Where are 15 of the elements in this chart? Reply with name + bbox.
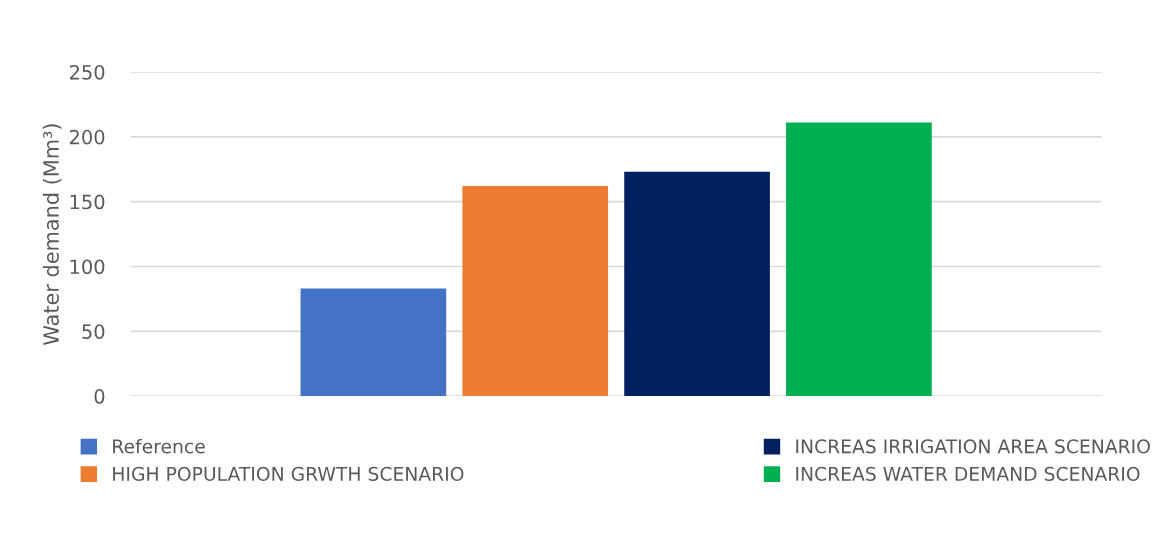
legend-label: HIGH POPULATION GRWTH SCENARIO bbox=[113, 466, 464, 481]
y-tick-label: 150 bbox=[70, 194, 105, 210]
y-tick-label: 250 bbox=[69, 64, 105, 80]
y-tick-label: 100 bbox=[70, 259, 105, 275]
legend-label: INCREAS IRRIGATION AREA SCENARIO bbox=[796, 439, 1150, 454]
bar bbox=[786, 122, 932, 397]
bar bbox=[300, 288, 447, 397]
y-tick-label: 200 bbox=[69, 129, 105, 145]
legend-label: Reference bbox=[113, 438, 205, 454]
y-tick-label: 50 bbox=[82, 324, 105, 339]
y-tick-label: 0 bbox=[94, 389, 105, 404]
bar bbox=[624, 171, 770, 397]
bar bbox=[462, 186, 609, 397]
y-axis-title: Water demand (Mm³) bbox=[42, 124, 62, 345]
legend-label: INCREAS WATER DEMAND SCENARIO bbox=[796, 466, 1140, 481]
